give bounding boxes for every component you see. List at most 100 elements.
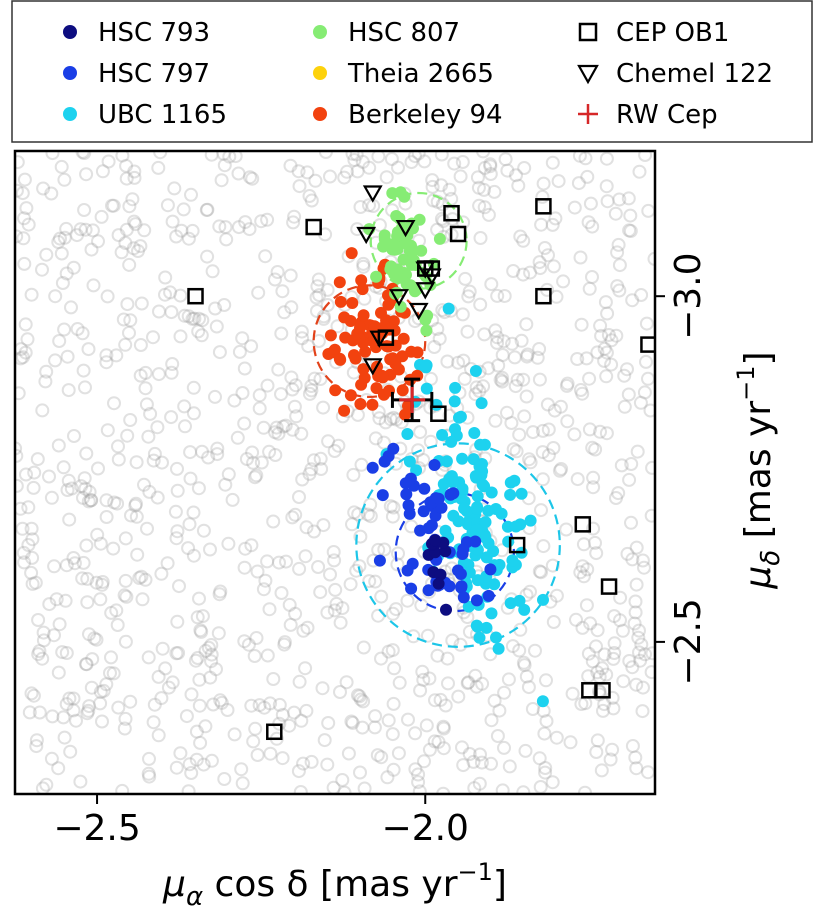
background-star	[367, 720, 382, 735]
background-star	[299, 703, 314, 718]
background-star	[383, 412, 398, 427]
background-star	[313, 585, 328, 600]
background-star	[599, 345, 614, 360]
background-star	[174, 223, 189, 238]
background-star	[128, 498, 143, 513]
background-star	[84, 493, 99, 508]
member-ubc-1165	[446, 476, 459, 489]
background-star	[508, 379, 523, 394]
background-star	[30, 452, 45, 467]
background-star	[339, 675, 354, 690]
background-star	[284, 370, 299, 385]
background-star	[268, 448, 283, 462]
background-star	[239, 452, 254, 466]
background-star	[74, 479, 89, 494]
background-star	[378, 415, 393, 430]
member-hsc-793	[434, 568, 447, 581]
background-star	[123, 313, 138, 328]
background-star	[560, 414, 575, 429]
background-star	[528, 643, 542, 658]
background-star	[451, 689, 466, 704]
background-star	[532, 751, 547, 766]
plot-background	[15, 151, 655, 794]
background-star	[599, 369, 614, 384]
background-star	[47, 628, 61, 643]
member-berkeley-94	[355, 274, 368, 287]
background-star	[401, 712, 415, 727]
cep-ob1-marker	[535, 287, 552, 305]
background-star	[614, 458, 629, 473]
background-star	[500, 163, 515, 178]
background-star	[168, 504, 183, 519]
background-star	[624, 457, 639, 471]
background-star	[160, 198, 175, 213]
background-star	[546, 259, 561, 274]
background-star	[520, 349, 534, 364]
member-hsc-797	[414, 524, 427, 537]
background-star	[458, 271, 473, 286]
background-star	[347, 505, 362, 520]
background-star	[304, 383, 319, 398]
chemel-122-marker	[389, 289, 409, 307]
background-star	[461, 289, 476, 304]
background-star	[493, 372, 508, 387]
legend: HSC 793 HSC 797 UBC 1165 HSC 807 Theia 2665 B…	[11, 0, 813, 143]
background-star	[235, 386, 250, 400]
cep-ob1-marker	[640, 336, 655, 353]
background-star	[498, 152, 513, 167]
background-star	[430, 648, 445, 663]
member-hsc-797	[432, 492, 445, 505]
background-star	[590, 665, 605, 680]
background-star	[111, 452, 126, 467]
background-star	[25, 550, 40, 565]
background-star	[310, 279, 325, 294]
member-hsc-807	[420, 324, 433, 337]
member-ubc-1165	[524, 514, 537, 527]
background-star	[220, 703, 235, 717]
background-star	[516, 785, 531, 794]
background-star	[179, 709, 194, 724]
background-star	[62, 512, 77, 527]
background-star	[122, 257, 137, 272]
background-star	[534, 565, 548, 580]
background-star	[419, 718, 434, 733]
background-star	[637, 560, 651, 575]
background-star	[533, 261, 548, 276]
background-star	[260, 378, 275, 393]
background-star	[573, 565, 588, 580]
background-star	[408, 151, 422, 164]
member-ubc-1165	[479, 531, 492, 544]
background-star	[76, 555, 91, 570]
background-star	[78, 380, 92, 395]
background-star	[176, 202, 191, 217]
background-star	[588, 442, 603, 457]
background-star	[205, 264, 220, 279]
background-star	[99, 355, 114, 370]
background-star	[277, 637, 292, 652]
member-hsc-807	[377, 240, 390, 253]
background-star	[66, 260, 81, 275]
background-star	[599, 151, 614, 166]
legend-label: HSC 797	[98, 59, 210, 89]
background-star	[283, 158, 298, 173]
background-star	[335, 773, 350, 787]
background-star	[477, 327, 492, 342]
background-star	[227, 393, 242, 408]
background-star	[285, 422, 300, 437]
member-ubc-1165	[504, 476, 517, 489]
background-star	[164, 305, 179, 320]
background-star	[82, 627, 96, 642]
background-star	[141, 766, 156, 781]
background-star	[384, 152, 399, 166]
member-ubc-1165	[504, 488, 517, 501]
background-star	[330, 319, 345, 334]
background-star	[462, 747, 477, 761]
legend-dot	[63, 25, 77, 39]
background-star	[520, 347, 535, 362]
background-star	[15, 183, 24, 198]
background-star	[271, 362, 286, 377]
background-star	[214, 173, 229, 188]
background-star	[496, 334, 511, 349]
cep-ob1-marker	[594, 682, 611, 699]
background-star	[609, 491, 623, 505]
